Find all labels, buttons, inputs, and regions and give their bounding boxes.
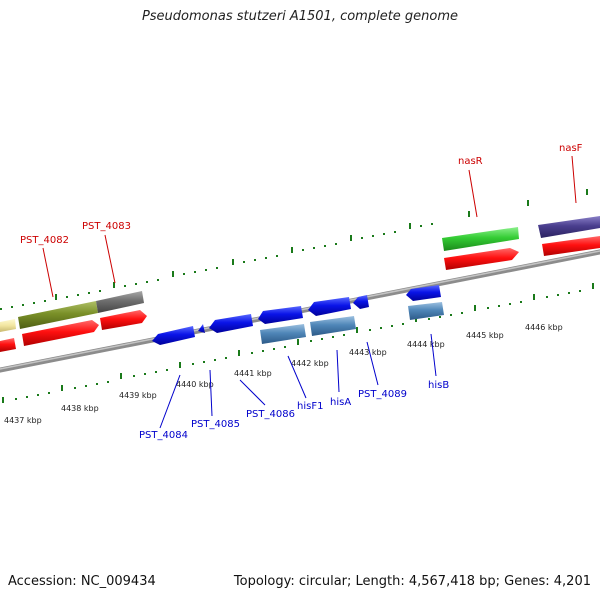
gene-feature <box>0 319 16 332</box>
scale-labels: 4437 kbp 4438 kbp 4439 kbp 4440 kbp 4441… <box>4 323 563 425</box>
reverse-gene-labels: PST_4084 PST_4085 PST_4086 hisF1 hisA PS… <box>139 333 449 441</box>
rna-feature <box>408 302 444 320</box>
scale-label: 4439 kbp <box>119 391 157 400</box>
cds-arrow <box>542 236 600 256</box>
scale-label: 4441 kbp <box>234 369 272 378</box>
gene-feature <box>18 301 98 329</box>
scale-label: 4445 kbp <box>466 331 504 340</box>
scale-label: 4442 kbp <box>291 359 329 368</box>
cds-arrow <box>444 248 519 270</box>
forward-gene-labels: PST_4082 PST_4083 nasR nasF <box>20 143 583 298</box>
cds-arrow <box>0 338 16 352</box>
forward-features <box>0 216 600 332</box>
gene-label-hisA: hisA <box>330 397 351 408</box>
reverse-rna-features <box>260 302 444 344</box>
cds-arrow <box>22 320 99 346</box>
scale-label: 4437 kbp <box>4 416 42 425</box>
rna-feature <box>310 316 356 336</box>
gene-arrow <box>198 324 205 333</box>
gene-arrow <box>209 314 253 333</box>
gene-arrow <box>353 295 369 309</box>
gene-feature <box>442 227 519 251</box>
gene-feature <box>96 291 144 313</box>
accession-text: Accession: NC_009434 <box>8 574 156 589</box>
rna-feature <box>260 324 306 344</box>
cds-track <box>0 236 600 352</box>
gene-arrow <box>258 306 303 324</box>
cds-arrow <box>100 310 147 330</box>
genome-stats-text: Topology: circular; Length: 4,567,418 bp… <box>233 574 591 589</box>
map-title: Pseudomonas stutzeri A1501, complete gen… <box>141 9 459 24</box>
gene-label-PST_4083: PST_4083 <box>82 221 131 232</box>
gene-label-PST_4084: PST_4084 <box>139 430 188 441</box>
scale-label: 4444 kbp <box>407 340 445 349</box>
gene-arrow <box>308 297 351 316</box>
scale-label: 4443 kbp <box>349 348 387 357</box>
gene-label-PST_4086: PST_4086 <box>246 409 295 420</box>
gene-label-hisB: hisB <box>428 380 449 391</box>
forward-scale-track <box>0 189 588 310</box>
gene-arrow <box>406 285 441 301</box>
reverse-genes <box>152 285 441 345</box>
gene-label-nasR: nasR <box>458 156 483 167</box>
scale-label: 4438 kbp <box>61 404 99 413</box>
reverse-scale-track <box>2 283 594 403</box>
scale-label: 4446 kbp <box>525 323 563 332</box>
gene-label-PST_4085: PST_4085 <box>191 419 240 430</box>
gene-label-hisF1: hisF1 <box>297 401 323 412</box>
scale-label: 4440 kbp <box>176 380 214 389</box>
gene-label-nasF: nasF <box>559 143 583 154</box>
gene-label-PST_4089: PST_4089 <box>358 389 407 400</box>
gene-label-PST_4082: PST_4082 <box>20 235 69 246</box>
gene-arrow <box>152 326 195 345</box>
gene-feature <box>538 216 600 238</box>
